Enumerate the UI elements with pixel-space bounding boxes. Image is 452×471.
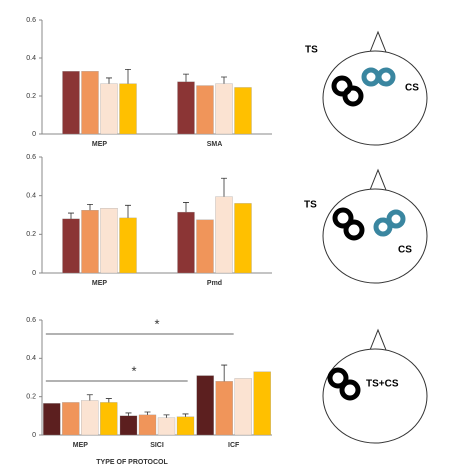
y-tick-label: 0.6 xyxy=(26,317,36,324)
error-bar xyxy=(125,412,132,416)
y-tick-label: 0 xyxy=(32,270,36,277)
significance-star: * xyxy=(154,316,159,331)
bar xyxy=(196,219,214,274)
y-tick-label: 0.4 xyxy=(26,355,36,362)
x-tick-label: SICI xyxy=(150,442,164,449)
bar xyxy=(100,208,118,274)
y-tick-label: 0.2 xyxy=(26,394,36,401)
cs-label: CS xyxy=(398,245,412,256)
y-tick-label: 0.6 xyxy=(26,17,36,24)
bar xyxy=(177,81,195,135)
y-tick-label: 0.4 xyxy=(26,193,36,200)
x-tick-label: ICF xyxy=(228,442,240,449)
y-tick-label: 0 xyxy=(32,131,36,138)
error-bar xyxy=(182,413,189,417)
cs-label: CS xyxy=(405,83,419,94)
ts-label: TS xyxy=(304,200,317,211)
ts-cs-label: TS+CS xyxy=(366,379,399,390)
head-diagram xyxy=(322,328,428,444)
bar xyxy=(253,371,271,436)
error-bar xyxy=(163,414,170,418)
bar xyxy=(215,196,233,274)
error-bar xyxy=(87,203,93,211)
bar xyxy=(62,402,80,436)
bar xyxy=(119,217,137,274)
head-diagram xyxy=(322,168,428,284)
bar xyxy=(157,417,176,436)
x-tick-label: MEP xyxy=(92,280,108,287)
bar xyxy=(196,85,214,135)
x-tick-label: MEP xyxy=(92,141,108,148)
error-bar xyxy=(106,77,112,84)
y-tick-label: 0.2 xyxy=(26,231,36,238)
bar xyxy=(119,415,138,436)
significance-star: * xyxy=(131,363,136,378)
error-bar xyxy=(86,394,93,401)
bar xyxy=(177,211,195,274)
x-axis-label: TYPE OF PROTOCOL xyxy=(96,459,168,466)
error-bar xyxy=(125,69,131,84)
bar xyxy=(215,83,233,135)
bar xyxy=(119,83,137,135)
bar xyxy=(62,218,80,274)
x-tick-label: SMA xyxy=(207,141,223,148)
ts-label: TS xyxy=(305,45,318,56)
y-tick-label: 0.2 xyxy=(26,93,36,100)
error-bar xyxy=(144,411,151,415)
error-bar xyxy=(183,73,189,82)
bar xyxy=(43,403,61,436)
bar xyxy=(81,71,99,135)
bar xyxy=(100,83,118,135)
error-bar xyxy=(125,204,131,218)
y-tick-label: 0.6 xyxy=(26,154,36,161)
bar xyxy=(100,402,118,436)
error-bar xyxy=(105,398,112,403)
bar xyxy=(81,210,99,274)
bar xyxy=(196,375,214,436)
error-bar xyxy=(221,76,227,84)
x-tick-label: MEP xyxy=(73,442,89,449)
error-bar xyxy=(68,212,74,219)
y-tick-label: 0 xyxy=(32,432,36,439)
error-bar xyxy=(221,364,228,382)
bar xyxy=(81,400,99,436)
x-tick-label: Pmd xyxy=(207,280,222,287)
error-bar xyxy=(183,202,189,213)
bar xyxy=(234,87,252,135)
bar xyxy=(62,71,80,135)
y-tick-label: 0.4 xyxy=(26,55,36,62)
bar xyxy=(234,203,252,274)
bar xyxy=(138,414,157,436)
bar xyxy=(176,416,195,436)
error-bar xyxy=(221,177,227,197)
bar xyxy=(234,378,252,436)
head-diagram xyxy=(322,30,428,146)
bar xyxy=(215,381,233,436)
